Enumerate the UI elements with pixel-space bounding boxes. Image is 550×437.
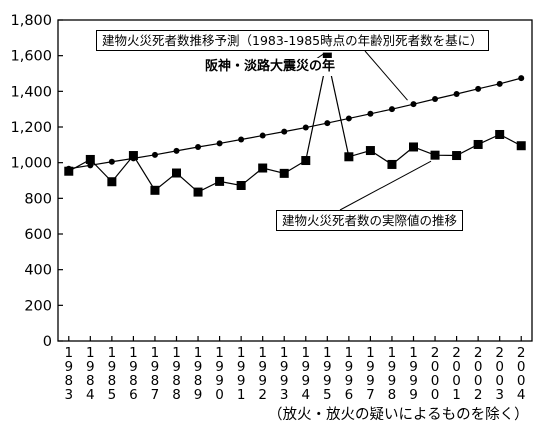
data-point <box>322 52 332 62</box>
earthquake-year-label: 阪神・淡路大震災の年 <box>203 58 338 76</box>
data-point <box>452 151 462 161</box>
data-point <box>388 106 395 113</box>
data-point <box>516 141 526 151</box>
data-point <box>258 163 268 173</box>
data-point <box>172 168 181 178</box>
data-point <box>85 154 95 164</box>
data-point <box>495 129 505 139</box>
actual-leader-line <box>339 160 432 211</box>
actual-series-label: 建物火災死者数の実際値の推移 <box>276 210 464 231</box>
data-point <box>432 96 439 103</box>
plot-frame <box>57 19 533 342</box>
y-tick-label: 400 <box>24 263 52 279</box>
data-point <box>151 151 158 158</box>
data-point <box>108 158 115 165</box>
y-axis-ticks: 0 200 400 600 800 1,000 1,200 1,400 1,600 1,800 <box>10 13 63 350</box>
y-tick-label: 0 <box>43 334 52 350</box>
y-tick-label: 1,800 <box>10 13 52 29</box>
data-point <box>64 166 74 176</box>
data-point <box>409 142 418 152</box>
data-point <box>301 156 311 166</box>
data-point <box>238 136 245 143</box>
data-point <box>430 150 440 160</box>
y-tick-label: 800 <box>24 191 52 207</box>
data-point <box>453 91 460 98</box>
data-point <box>496 80 503 87</box>
chart-axes <box>57 19 533 342</box>
footnote: （放火・放火の疑いによるものを除く） <box>268 407 529 423</box>
data-point <box>410 101 417 108</box>
data-point <box>518 75 525 82</box>
data-point <box>193 187 203 197</box>
y-tick-label: 600 <box>24 227 52 243</box>
data-point <box>345 115 352 122</box>
data-point <box>128 151 138 161</box>
data-point <box>259 132 266 139</box>
series-line <box>68 77 522 170</box>
y-tick-label: 1,400 <box>10 84 52 100</box>
data-point <box>281 128 288 135</box>
data-point <box>236 180 246 190</box>
y-tick-label: 1,600 <box>10 49 52 65</box>
data-point <box>216 140 223 147</box>
series-line <box>68 56 522 193</box>
x-axis-ticks: 1 9 8 3 1 9 8 4 1 9 8 5 1 9 8 6 1 9 8 7 1 9 8 8 1 9 8 9 1 9 9 0 1 9 9 1 1 9 9 2… <box>64 336 526 403</box>
data-point <box>107 177 117 187</box>
data-point <box>344 152 354 162</box>
data-point <box>367 110 374 117</box>
data-point <box>475 85 482 92</box>
y-tick-label: 200 <box>24 298 52 314</box>
data-point <box>150 185 160 195</box>
data-point <box>215 176 225 186</box>
series-actual <box>64 52 526 197</box>
data-point <box>365 146 375 156</box>
data-point <box>302 124 309 131</box>
data-point <box>279 168 289 178</box>
forecast-leader-line <box>364 50 408 101</box>
data-point <box>195 143 202 150</box>
forecast-series-label: 建物火災死者数推移予測（1983-1985時点の年齢別死者数を基に） <box>96 30 489 51</box>
y-tick-label: 1,000 <box>10 156 52 172</box>
data-point <box>473 139 483 149</box>
data-point <box>387 159 397 169</box>
data-point <box>324 120 331 127</box>
data-point <box>173 147 180 154</box>
y-tick-label: 1,200 <box>10 120 52 136</box>
